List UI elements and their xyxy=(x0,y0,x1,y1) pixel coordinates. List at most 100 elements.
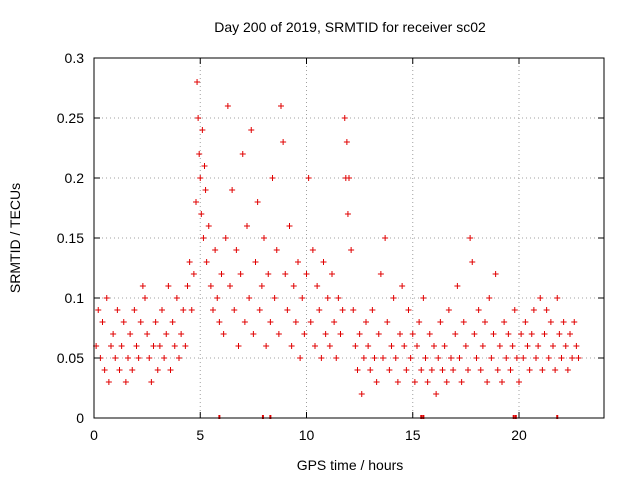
data-point xyxy=(229,187,236,193)
data-point xyxy=(556,331,563,337)
data-point xyxy=(520,355,527,361)
data-point xyxy=(263,343,270,349)
data-point xyxy=(526,367,533,373)
data-point xyxy=(471,331,478,337)
data-point xyxy=(450,367,457,373)
data-point xyxy=(513,355,520,361)
grid-lines xyxy=(94,58,604,418)
data-point xyxy=(282,271,289,277)
y-tick-label: 0 xyxy=(76,410,84,426)
data-point xyxy=(142,295,148,301)
y-tick-labels: 0 0.05 0.1 0.15 0.2 0.25 0.3 xyxy=(57,50,84,426)
data-point xyxy=(399,283,406,289)
data-point xyxy=(280,139,287,145)
data-point xyxy=(197,175,204,181)
data-point xyxy=(246,295,253,301)
data-point xyxy=(388,343,395,349)
data-point xyxy=(454,283,461,289)
data-point xyxy=(309,247,316,253)
data-point xyxy=(105,379,112,385)
data-point xyxy=(518,331,525,337)
data-point xyxy=(188,307,195,313)
x-tick-label: 5 xyxy=(196,427,204,443)
data-point xyxy=(528,331,535,337)
data-point xyxy=(522,319,529,325)
data-point xyxy=(365,343,372,349)
data-points xyxy=(93,79,582,397)
data-point xyxy=(182,343,189,349)
data-point xyxy=(212,247,219,253)
data-point xyxy=(314,283,321,289)
chart-title: Day 200 of 2019, SRMTID for receiver sc0… xyxy=(214,19,486,35)
data-point xyxy=(524,343,531,349)
data-point xyxy=(231,307,238,313)
data-point xyxy=(173,295,180,301)
data-point xyxy=(250,331,257,337)
data-point xyxy=(418,367,425,373)
data-point xyxy=(409,331,416,337)
data-point xyxy=(435,355,442,361)
data-point xyxy=(186,259,193,265)
data-point xyxy=(112,355,119,361)
y-tick-label: 0.1 xyxy=(65,290,85,306)
data-point xyxy=(295,259,301,265)
data-point xyxy=(431,343,437,349)
y-tick-label: 0.2 xyxy=(65,170,85,186)
data-point xyxy=(184,283,191,289)
data-point xyxy=(196,151,203,157)
data-point xyxy=(516,379,522,385)
data-point xyxy=(441,343,448,349)
data-point xyxy=(258,283,265,289)
data-point xyxy=(324,295,331,301)
data-point xyxy=(301,331,308,337)
data-point xyxy=(484,379,491,385)
data-point xyxy=(550,343,556,349)
data-point xyxy=(386,367,393,373)
data-point xyxy=(456,355,463,361)
data-point xyxy=(554,295,561,301)
data-point xyxy=(125,355,131,361)
data-point xyxy=(233,247,240,253)
data-point xyxy=(562,343,569,349)
data-point xyxy=(530,307,537,313)
data-point xyxy=(161,355,168,361)
data-point xyxy=(539,367,546,373)
data-point xyxy=(558,355,565,361)
data-point xyxy=(224,103,231,109)
data-point xyxy=(509,343,516,349)
data-point xyxy=(371,355,378,361)
data-point xyxy=(237,271,244,277)
data-point xyxy=(110,331,117,337)
data-point xyxy=(248,127,255,133)
y-axis-label: SRMTID / TECUs xyxy=(7,183,23,293)
data-point xyxy=(199,127,206,133)
data-point xyxy=(200,235,207,241)
data-point xyxy=(433,391,440,397)
data-point xyxy=(235,343,242,349)
data-point xyxy=(401,343,408,349)
data-point xyxy=(193,199,199,205)
data-point xyxy=(422,355,429,361)
data-point xyxy=(239,151,246,157)
x-tick-label: 10 xyxy=(299,427,315,443)
data-point xyxy=(171,343,178,349)
data-point xyxy=(286,223,293,229)
data-point xyxy=(499,379,505,385)
data-point xyxy=(139,283,146,289)
data-point xyxy=(312,343,318,349)
data-point xyxy=(116,367,123,373)
data-point xyxy=(382,235,389,241)
data-point xyxy=(460,319,467,325)
x-tick-labels: 0 5 10 15 20 xyxy=(90,427,527,443)
data-point xyxy=(545,355,552,361)
data-point xyxy=(377,271,384,277)
data-point xyxy=(303,271,310,277)
data-point xyxy=(261,235,267,241)
data-point xyxy=(297,355,304,361)
data-point xyxy=(194,79,201,85)
data-point xyxy=(407,355,414,361)
data-point xyxy=(273,247,280,253)
data-point xyxy=(176,355,182,361)
data-point xyxy=(214,295,221,301)
data-point xyxy=(101,367,108,373)
